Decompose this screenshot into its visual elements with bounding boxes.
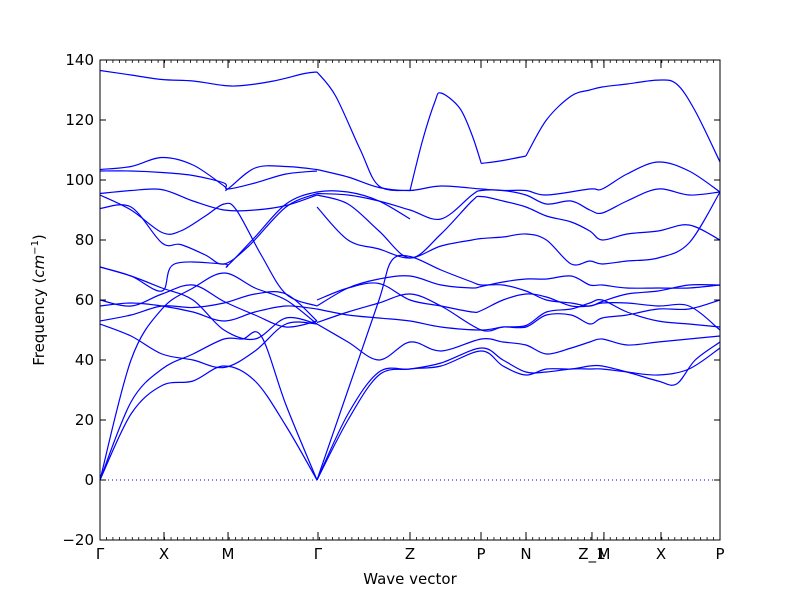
y-tick-label: 100	[65, 171, 94, 189]
band-line-26	[100, 331, 318, 481]
band-line-21	[316, 323, 720, 361]
band-line-7	[100, 170, 318, 190]
x-axis-label: Wave vector	[363, 570, 457, 588]
band-line-15	[316, 191, 720, 266]
x-tick-label: X	[656, 545, 666, 563]
y-tick-label: 80	[75, 231, 94, 249]
band-line-18	[100, 302, 318, 322]
y-tick-label: 120	[65, 111, 94, 129]
y-axis-label: Frequency (cm−1)	[30, 234, 48, 366]
y-axis-ticks: −20 0 20 40 60 80 100 120 140	[62, 51, 720, 549]
x-tick-label: M	[597, 545, 610, 563]
x-tick-label: Z	[405, 545, 415, 563]
band-line-13	[316, 188, 720, 221]
x-tick-label: M	[222, 545, 235, 563]
y-tick-label: 140	[65, 51, 94, 69]
y-tick-label: 20	[75, 411, 94, 429]
y-tick-label: 0	[84, 471, 94, 489]
x-tick-label: Γ	[96, 545, 105, 563]
band-line-22	[316, 293, 720, 332]
x-tick-label: Z_1	[578, 545, 605, 564]
x-tick-label: P	[476, 545, 485, 563]
band-line-25	[100, 272, 318, 481]
y-tick-label: 40	[75, 351, 94, 369]
band-line-4	[481, 155, 527, 165]
band-line-29	[316, 347, 720, 481]
band-line-5	[525, 79, 720, 163]
band-line-12	[316, 161, 720, 196]
band-line-11	[100, 190, 411, 292]
band-line-31	[100, 266, 318, 341]
x-tick-label: Γ	[314, 545, 323, 563]
x-axis-ticks: Γ X M Γ Z P N Z_1M X P	[96, 60, 725, 564]
y-tick-label: −20	[62, 531, 94, 549]
x-tick-label: X	[159, 545, 169, 563]
y-axis-label-exponent: −1	[30, 240, 41, 255]
band-line-6	[100, 156, 318, 192]
band-series-group	[100, 69, 720, 481]
band-line-24	[316, 282, 720, 331]
band-line-19	[100, 291, 318, 322]
band-line-10	[100, 192, 318, 265]
band-line-28	[316, 341, 720, 481]
band-line-3	[409, 92, 482, 191]
y-axis-label-main: Frequency (	[30, 278, 48, 366]
y-axis-label-close: )	[30, 234, 48, 240]
band-line-20	[100, 321, 318, 369]
band-line-9	[100, 194, 318, 307]
x-tick-label: P	[715, 545, 724, 563]
band-line-27	[100, 365, 318, 481]
band-line-14	[316, 194, 720, 259]
band-line-17	[100, 284, 318, 328]
minor-ticks	[99, 60, 721, 540]
y-axis-label-unit: cm	[30, 255, 48, 278]
x-tick-label: N	[520, 545, 531, 563]
band-line-23	[316, 299, 720, 331]
band-line-16	[316, 275, 720, 307]
band-line-1	[100, 69, 318, 87]
y-tick-label: 60	[75, 291, 94, 309]
band-line-30	[316, 254, 720, 481]
